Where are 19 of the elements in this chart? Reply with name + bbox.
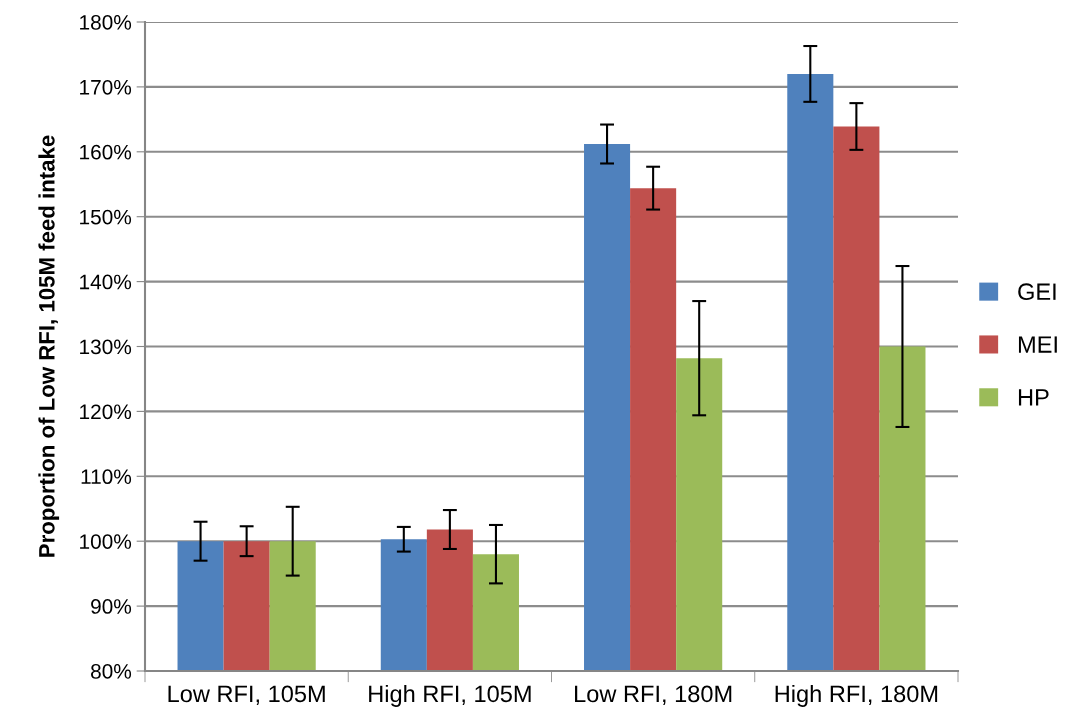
y-axis-title: Proportion of Low RFI, 105M feed intake: [38, 135, 60, 557]
y-tick-label: 90%: [91, 599, 132, 614]
x-tick-label: High RFI, 105M: [369, 684, 531, 707]
y-tick-label: 160%: [80, 144, 132, 160]
y-tick-label: 150%: [80, 209, 132, 225]
y-tick-label: 120%: [80, 404, 132, 420]
x-tick-label: Low RFI, 180M: [575, 685, 732, 706]
y-tick-label: 100%: [80, 534, 132, 549]
x-tick-label: Low RFI, 105M: [168, 685, 325, 706]
y-tick-label: 170%: [80, 79, 132, 95]
y-tick-label: 80%: [91, 664, 132, 679]
y-tick-label: 180%: [80, 15, 132, 30]
legend-label: HP: [1018, 389, 1049, 406]
legend-label: MEI: [1018, 336, 1057, 353]
y-tick-label: 130%: [80, 339, 132, 355]
y-tick-label: 110%: [81, 469, 132, 485]
legend-label: GEI: [1018, 283, 1056, 301]
y-tick-label: 140%: [80, 274, 132, 290]
x-tick-label: High RFI, 180M: [775, 684, 938, 707]
